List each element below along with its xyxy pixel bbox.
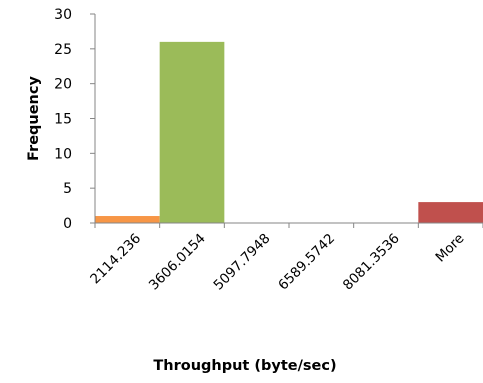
y-tick-label: 20 — [54, 77, 72, 93]
bar-More — [418, 202, 483, 223]
bar-2114-236 — [95, 216, 160, 223]
y-tick-label: 30 — [54, 7, 72, 23]
y-tick-label: 10 — [54, 146, 72, 162]
x-tick-label: 2114.236 — [87, 231, 144, 288]
axes-layer — [90, 13, 483, 228]
y-tick-label: 0 — [63, 216, 72, 232]
x-ticks: 2114.236 3606.0154 5097.7948 6589.5742 8081.… — [87, 231, 467, 294]
x-tick-label: 8081.3536 — [340, 231, 403, 294]
y-axis-label: Frequency — [26, 76, 42, 161]
bar-3606-0154 — [159, 41, 225, 224]
y-tick-label: 25 — [54, 42, 72, 58]
x-tick-label: 5097.7948 — [211, 231, 274, 294]
y-ticks: 0 5 10 15 20 25 30 — [54, 7, 72, 232]
x-axis-label: Throughput (byte/sec) — [153, 358, 336, 374]
x-tick-label: 3606.0154 — [146, 231, 209, 294]
y-tick-label: 15 — [54, 112, 72, 128]
x-tick-label: More — [433, 231, 468, 266]
x-tick-label: 6589.5742 — [275, 231, 338, 294]
y-tick-label: 5 — [63, 181, 72, 197]
bars-layer — [95, 41, 483, 224]
